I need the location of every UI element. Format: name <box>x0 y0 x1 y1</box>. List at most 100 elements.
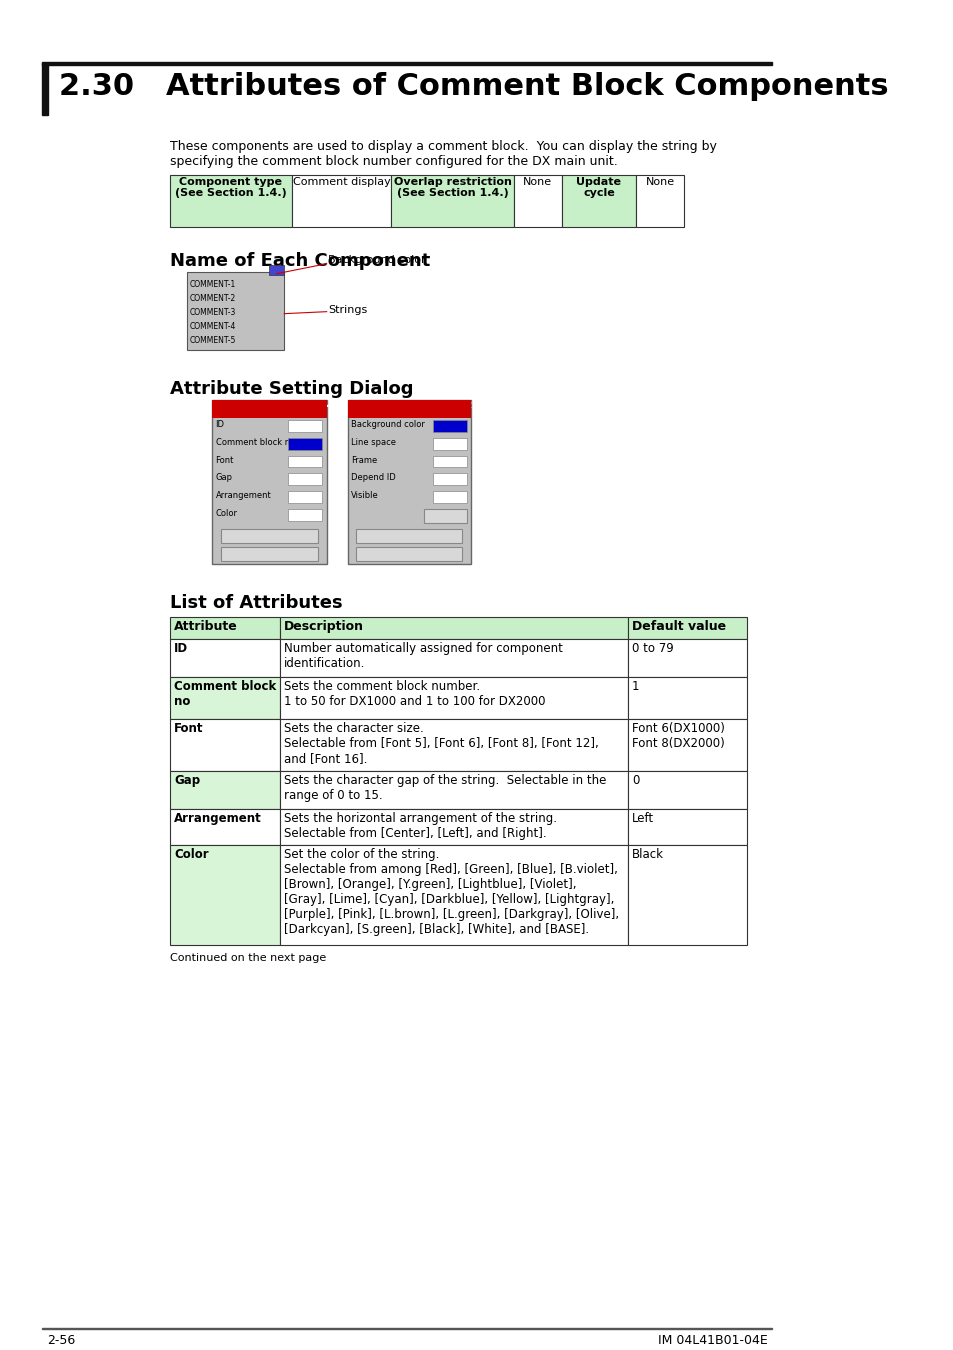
Bar <box>636 174 683 227</box>
Text: ID: ID <box>173 643 188 655</box>
Text: Line space: Line space <box>351 437 395 447</box>
Bar <box>288 455 322 467</box>
Text: Font: Font <box>215 455 233 464</box>
Bar <box>212 400 326 417</box>
Bar <box>280 720 627 771</box>
Text: Attribute Setting Dialog: Attribute Setting Dialog <box>170 379 413 398</box>
Bar <box>627 617 746 640</box>
Text: 1  ►: 1 ► <box>314 401 331 409</box>
Bar <box>170 640 280 678</box>
Bar <box>356 547 462 562</box>
Text: Attribute: Attribute <box>173 621 237 633</box>
Text: Overlap restriction
(See Section 1.4.): Overlap restriction (See Section 1.4.) <box>394 177 511 198</box>
Text: Visible: Visible <box>351 491 378 501</box>
Text: COMMENT-2: COMMENT-2 <box>189 294 235 302</box>
Bar <box>280 678 627 720</box>
Bar <box>170 845 280 945</box>
Bar <box>348 400 471 564</box>
Bar <box>433 455 466 467</box>
Text: OK: OK <box>263 531 275 540</box>
Text: Arrangement: Arrangement <box>215 491 271 501</box>
Bar <box>170 174 292 227</box>
Bar <box>627 640 746 678</box>
Text: Comment block
no: Comment block no <box>173 680 276 709</box>
Bar <box>212 400 326 564</box>
Text: Depend ID: Depend ID <box>351 474 395 482</box>
Text: 2-56: 2-56 <box>47 1334 75 1346</box>
Text: Cancel: Cancel <box>254 548 283 558</box>
Bar <box>170 678 280 720</box>
Bar <box>288 420 322 432</box>
Text: ◄ 1 2: ◄ 1 2 <box>449 401 472 409</box>
Text: ID: ID <box>215 420 224 428</box>
Text: None: None <box>439 474 459 483</box>
Bar <box>280 617 627 640</box>
Text: Background color: Background color <box>328 255 426 265</box>
Text: Font: Font <box>173 722 203 736</box>
Bar <box>280 809 627 845</box>
Text: Left: Left <box>632 813 654 825</box>
Bar <box>288 437 322 450</box>
Bar <box>288 474 322 486</box>
Bar <box>170 617 280 640</box>
Text: Color: Color <box>173 848 209 861</box>
Bar <box>391 174 513 227</box>
Bar <box>627 845 746 945</box>
Text: 0 to 79: 0 to 79 <box>632 643 673 655</box>
Text: Default value: Default value <box>632 621 725 633</box>
Text: Black: Black <box>439 456 459 466</box>
Text: None: None <box>645 177 674 186</box>
Bar <box>288 509 322 521</box>
Bar <box>513 174 561 227</box>
Text: Sets the horizontal arrangement of the string.
Selectable from [Center], [Left],: Sets the horizontal arrangement of the s… <box>284 813 557 840</box>
Text: Sets the comment block number.
1 to 50 for DX1000 and 1 to 100 for DX2000: Sets the comment block number. 1 to 50 f… <box>284 680 545 709</box>
Text: 2.30   Attributes of Comment Block Components: 2.30 Attributes of Comment Block Compone… <box>59 72 888 101</box>
Text: COMMENT-4: COMMENT-4 <box>189 321 235 331</box>
Text: These components are used to display a comment block.  You can display the strin: These components are used to display a c… <box>170 140 716 167</box>
Text: Number automatically assigned for component
identification.: Number automatically assigned for compon… <box>284 643 562 671</box>
Text: Sets the character size.
Selectable from [Font 5], [Font 6], [Font 8], [Font 12]: Sets the character size. Selectable from… <box>284 722 598 765</box>
Text: Description: Description <box>284 621 364 633</box>
Bar <box>348 400 471 417</box>
Bar <box>627 720 746 771</box>
Text: 0: 0 <box>447 439 452 448</box>
Text: COMMENT-3: COMMENT-3 <box>189 308 235 317</box>
Text: Name of Each Component: Name of Each Component <box>170 251 430 270</box>
Text: Cancel: Cancel <box>395 548 423 558</box>
Bar <box>280 771 627 809</box>
Text: COMMENT-5: COMMENT-5 <box>189 336 235 344</box>
Text: Background color: Background color <box>351 420 425 428</box>
Text: Color: Color <box>215 509 237 518</box>
Bar <box>280 640 627 678</box>
Bar <box>356 529 462 544</box>
Bar <box>170 771 280 809</box>
Bar <box>627 771 746 809</box>
Text: 1: 1 <box>303 439 308 448</box>
Bar <box>627 809 746 845</box>
Bar <box>42 63 49 115</box>
Bar <box>170 720 280 771</box>
Bar <box>187 271 284 350</box>
Text: Comment block: Comment block <box>216 401 290 409</box>
Bar <box>424 509 466 524</box>
Text: Set the color of the string.
Selectable from among [Red], [Green], [Blue], [B.vi: Set the color of the string. Selectable … <box>284 848 618 936</box>
Bar <box>627 678 746 720</box>
Text: Black: Black <box>632 848 663 861</box>
Text: Comment display: Comment display <box>293 177 390 186</box>
Bar <box>433 474 466 486</box>
Bar <box>292 174 391 227</box>
Bar <box>433 437 466 450</box>
Text: OK: OK <box>403 531 415 540</box>
Bar <box>280 845 627 945</box>
Text: 0: 0 <box>303 421 308 429</box>
Text: Comment block: Comment block <box>352 401 425 409</box>
Text: Gap: Gap <box>215 474 233 482</box>
Text: BASE: BASE <box>439 421 459 429</box>
Bar <box>433 491 466 504</box>
Text: Continued on the next page: Continued on the next page <box>170 953 326 963</box>
Text: Arrangement: Arrangement <box>173 813 261 825</box>
Text: 1: 1 <box>632 680 639 694</box>
Text: Update
cycle: Update cycle <box>576 177 620 198</box>
Bar <box>220 529 318 544</box>
Text: Sets the character gap of the string.  Selectable in the
range of 0 to 15.: Sets the character gap of the string. Se… <box>284 774 606 802</box>
